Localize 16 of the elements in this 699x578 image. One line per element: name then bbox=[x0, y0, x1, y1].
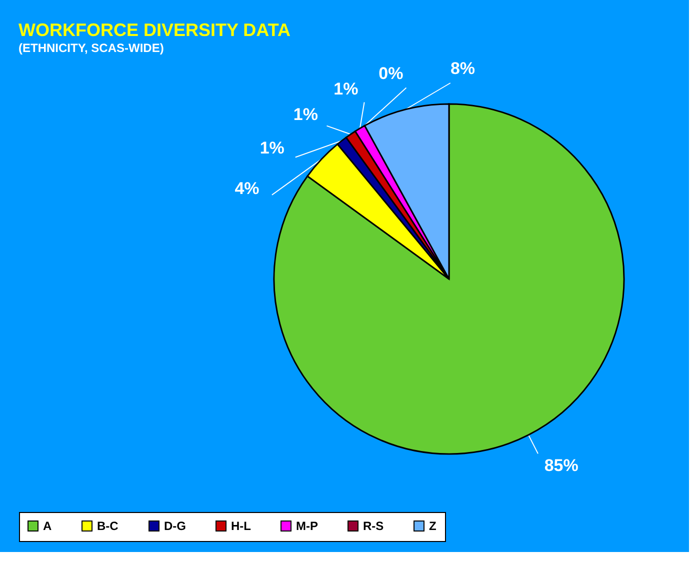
legend-label: Z bbox=[429, 519, 436, 533]
legend-label: R-S bbox=[363, 519, 384, 533]
data-label: 85% bbox=[544, 456, 578, 476]
data-label: 8% bbox=[450, 59, 476, 78]
data-label: 1% bbox=[334, 80, 358, 99]
data-label: 1% bbox=[260, 138, 284, 158]
legend-label: H-L bbox=[231, 519, 251, 533]
chart-title: WORKFORCE DIVERSITY DATA bbox=[18, 20, 291, 40]
chart-subtitle: (ETHNICITY, SCAS-WIDE) bbox=[18, 41, 164, 55]
legend-label: A bbox=[43, 519, 52, 533]
legend-label: B-C bbox=[97, 519, 119, 533]
data-label: 4% bbox=[234, 178, 260, 198]
data-label: 1% bbox=[293, 104, 318, 124]
legend-label: D-G bbox=[164, 519, 186, 533]
text: 0% bbox=[378, 64, 404, 84]
legend-label: M-P bbox=[296, 519, 318, 533]
